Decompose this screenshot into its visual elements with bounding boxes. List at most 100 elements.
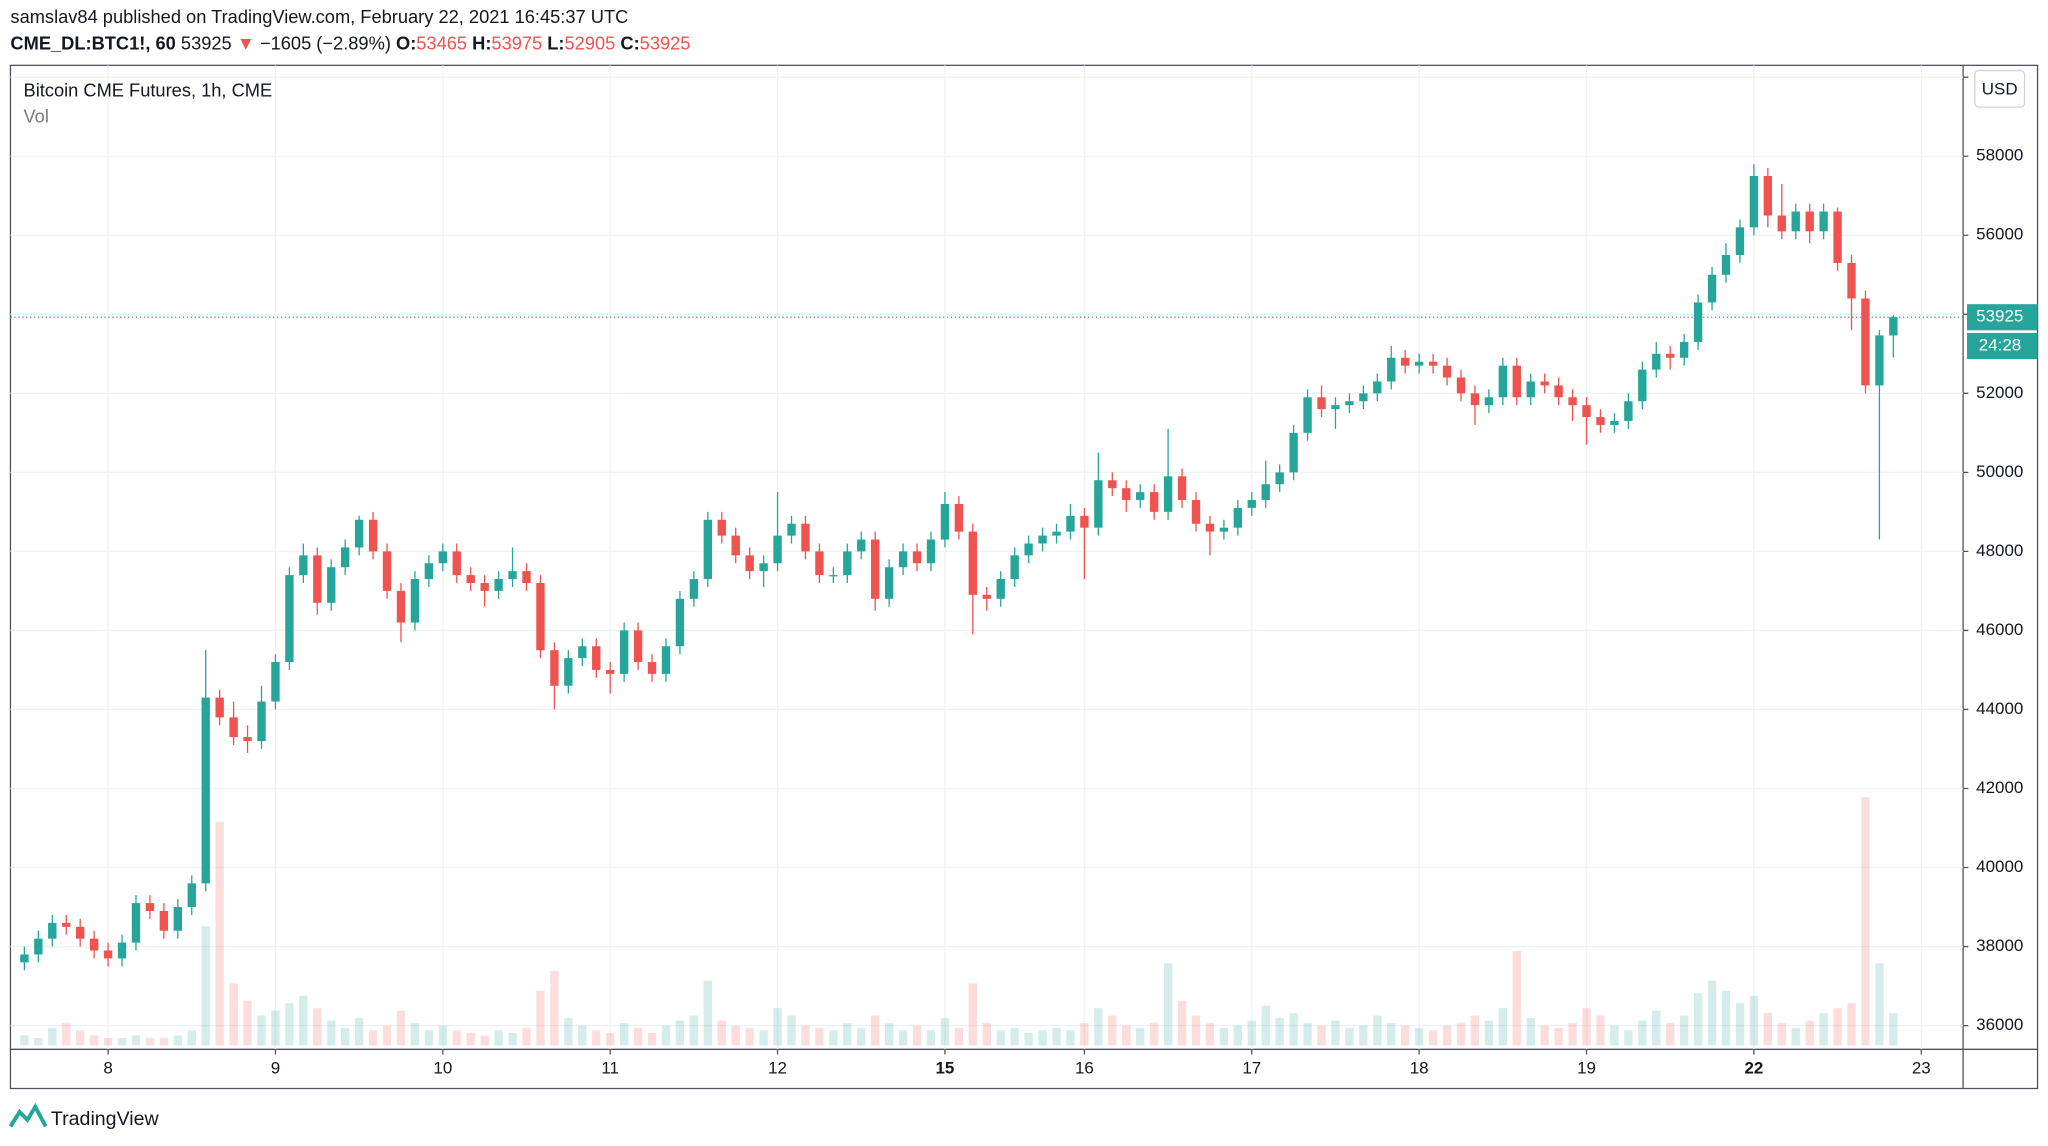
candle-body bbox=[1233, 507, 1243, 528]
x-tick-label: 19 bbox=[1577, 1058, 1596, 1077]
volume-bar bbox=[1582, 1008, 1591, 1046]
open: 53465 bbox=[416, 32, 467, 53]
volume-bar bbox=[1345, 1028, 1354, 1046]
candle-body bbox=[1317, 397, 1326, 410]
last: 53925 bbox=[181, 32, 232, 53]
volume-bar bbox=[1512, 951, 1521, 1046]
volume-bar bbox=[299, 995, 308, 1046]
volume-bar bbox=[1652, 1010, 1661, 1046]
volume-bar bbox=[187, 1030, 196, 1046]
last-price-box bbox=[1967, 304, 2038, 331]
volume-bar bbox=[243, 1000, 252, 1046]
volume-bar bbox=[940, 1018, 950, 1046]
volume-bar bbox=[857, 1028, 866, 1046]
candle-body bbox=[1205, 523, 1215, 532]
volume-label: Vol bbox=[24, 105, 49, 126]
candle-body bbox=[1428, 361, 1438, 366]
candle-body bbox=[1596, 417, 1605, 425]
volume-bar bbox=[1163, 963, 1173, 1046]
candle-body bbox=[299, 555, 308, 576]
volume-bar bbox=[1777, 1023, 1786, 1046]
candle-body bbox=[1080, 515, 1089, 528]
volume-bar bbox=[62, 1023, 71, 1046]
candle-body bbox=[1889, 317, 1898, 336]
volume-bar bbox=[1638, 1020, 1647, 1046]
candle-body bbox=[76, 926, 85, 939]
candle-body bbox=[759, 563, 768, 572]
candle-body bbox=[898, 551, 908, 568]
candle-body bbox=[117, 942, 127, 959]
candle-body bbox=[62, 922, 71, 927]
candle-body bbox=[1498, 365, 1508, 398]
volume-bar bbox=[285, 1003, 294, 1046]
candle-body bbox=[438, 551, 448, 564]
volume-bar bbox=[1191, 1015, 1201, 1046]
volume-bar bbox=[787, 1015, 796, 1046]
candle-body bbox=[912, 551, 922, 564]
y-tick-label: 44000 bbox=[1976, 699, 2023, 718]
candle-body bbox=[661, 646, 671, 674]
candle-body bbox=[1136, 492, 1145, 501]
candle-body bbox=[1652, 353, 1661, 370]
currency-button[interactable] bbox=[1974, 69, 2026, 108]
candle-body bbox=[954, 503, 964, 532]
candle-body bbox=[968, 531, 978, 595]
volume-bar bbox=[982, 1023, 991, 1046]
candle-body bbox=[243, 737, 252, 742]
volume-bar bbox=[382, 1025, 392, 1046]
volume-bar bbox=[1498, 1008, 1508, 1046]
volume-bar bbox=[884, 1023, 894, 1046]
volume-bar bbox=[703, 980, 713, 1046]
candle-body bbox=[159, 910, 169, 931]
volume-bar bbox=[633, 1028, 643, 1046]
volume-bar bbox=[717, 1020, 726, 1046]
volume-bar bbox=[201, 926, 210, 1046]
y-tick-label: 50000 bbox=[1976, 462, 2023, 481]
candle-body bbox=[466, 575, 475, 584]
volume-bar bbox=[89, 1035, 99, 1046]
low: 52905 bbox=[565, 32, 616, 53]
candle-body bbox=[1191, 500, 1201, 524]
candle-body bbox=[1763, 175, 1773, 216]
x-tick-label: 16 bbox=[1075, 1058, 1094, 1077]
candle-body bbox=[550, 650, 559, 686]
volume-bar bbox=[1038, 1030, 1047, 1046]
volume-bar bbox=[410, 1023, 420, 1046]
candle-body bbox=[1122, 488, 1131, 501]
candle-body bbox=[1442, 365, 1452, 378]
candle-body bbox=[285, 575, 294, 663]
volume-bar bbox=[508, 1032, 517, 1046]
volume-bar bbox=[494, 1030, 503, 1046]
low-label: L: bbox=[547, 32, 564, 53]
candle-body bbox=[1875, 335, 1884, 386]
candle-body bbox=[996, 579, 1005, 599]
candle-body bbox=[1024, 543, 1033, 556]
volume-bar bbox=[731, 1025, 740, 1046]
candle-body bbox=[34, 938, 43, 955]
candle-body bbox=[1526, 381, 1535, 398]
volume-bar bbox=[131, 1035, 141, 1046]
volume-bar bbox=[1624, 1030, 1633, 1046]
volume-bar bbox=[647, 1032, 657, 1046]
candle-body bbox=[1693, 302, 1703, 342]
candle-body bbox=[1861, 298, 1870, 386]
candle-body bbox=[368, 519, 378, 552]
plot-area bbox=[10, 65, 1964, 1050]
volume-bar bbox=[1136, 1028, 1145, 1046]
volume-bar bbox=[1414, 1028, 1424, 1046]
volume-bar bbox=[1247, 1020, 1256, 1046]
candle-body bbox=[689, 579, 699, 599]
candle-body bbox=[843, 551, 852, 576]
candle-body bbox=[1219, 527, 1229, 532]
volume-bar bbox=[1749, 995, 1759, 1046]
volume-bar bbox=[1373, 1015, 1382, 1046]
volume-bar bbox=[1693, 993, 1703, 1046]
volume-bar bbox=[257, 1015, 266, 1046]
currency[interactable]: USD bbox=[1982, 80, 2018, 99]
volume-bar bbox=[1470, 1015, 1480, 1046]
candle-body bbox=[1373, 381, 1382, 394]
candle-body bbox=[1819, 211, 1828, 232]
candle-body bbox=[1679, 341, 1689, 358]
volume-bar bbox=[452, 1030, 461, 1046]
